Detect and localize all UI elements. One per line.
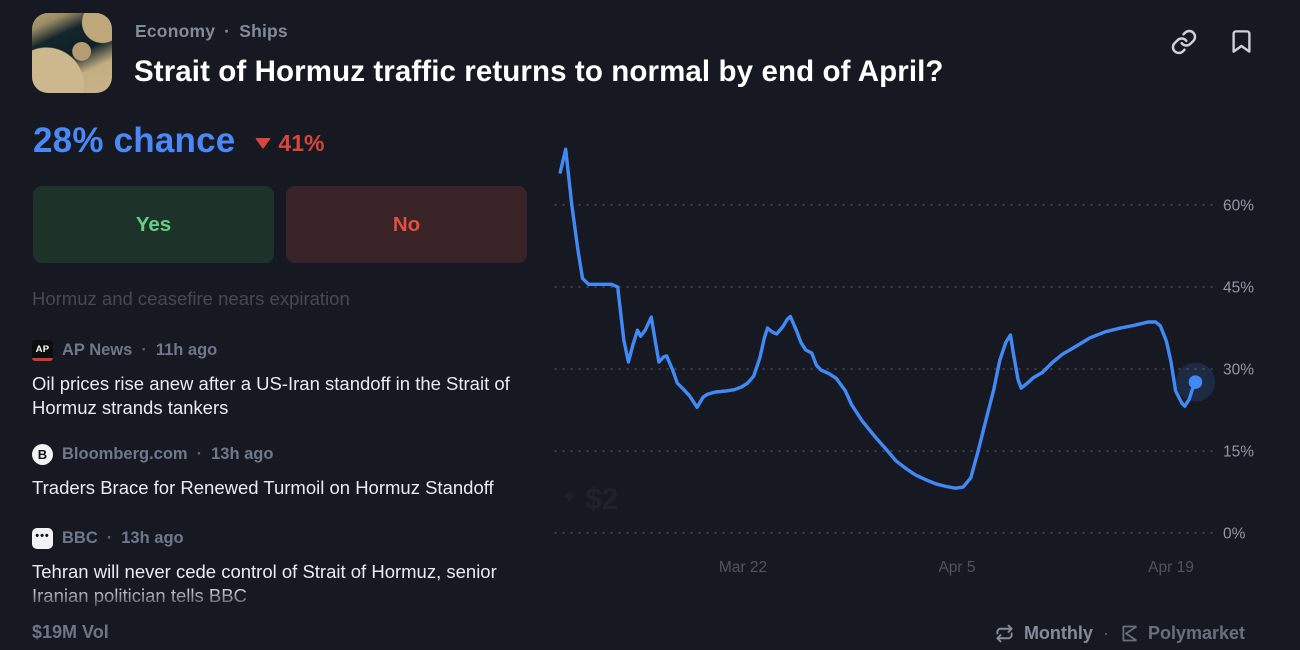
svg-text:Apr 19: Apr 19 (1148, 559, 1194, 576)
yes-button[interactable]: Yes (33, 186, 274, 263)
polymarket-logo-icon (1122, 625, 1137, 642)
news-item: B Bloomberg.com · 13h ago Traders Brace … (32, 444, 547, 500)
faint-watermark: ✦$2 (562, 483, 618, 517)
page-title: Strait of Hormuz traffic returns to norm… (134, 55, 944, 88)
change-indicator: 41% (255, 130, 324, 157)
trade-buttons: Yes No (33, 186, 527, 263)
news-time: 13h ago (121, 529, 184, 547)
repeat-icon (996, 624, 1013, 643)
news-time: 11h ago (155, 341, 218, 359)
breadcrumb: Economy · Ships (135, 21, 288, 42)
svg-text:0%: 0% (1223, 526, 1246, 543)
breadcrumb-category[interactable]: Economy (135, 21, 216, 41)
news-headline-faded[interactable]: Hormuz and ceasefire nears expiration (32, 288, 350, 309)
bookmark-icon[interactable] (1228, 28, 1256, 56)
svg-text:60%: 60% (1223, 197, 1254, 214)
news-source-row: ••• BBC · 13h ago (32, 528, 547, 549)
polymarket-brand: Polymarket (1119, 623, 1245, 644)
svg-text:45%: 45% (1223, 279, 1254, 296)
copy-link-icon[interactable] (1170, 28, 1198, 56)
svg-text:15%: 15% (1223, 443, 1254, 460)
svg-text:Mar 22: Mar 22 (719, 559, 767, 576)
chance-row: 28% chance 41% (33, 121, 324, 161)
ap-news-logo: AP (32, 340, 53, 361)
news-source[interactable]: BBC (62, 529, 98, 547)
news-source[interactable]: Bloomberg.com (62, 445, 188, 463)
bloomberg-logo: B (32, 444, 53, 465)
news-source-row: B Bloomberg.com · 13h ago (32, 444, 547, 465)
news-item: ••• BBC · 13h ago Tehran will never cede… (32, 528, 547, 607)
svg-text:30%: 30% (1223, 361, 1254, 378)
breadcrumb-subcategory[interactable]: Ships (239, 21, 288, 41)
chance-value: 28% chance (33, 121, 236, 160)
chart-interval-label[interactable]: Monthly (1023, 623, 1093, 643)
chart-watermark: Monthly · Polymarket (995, 623, 1245, 644)
probability-chart[interactable]: 0% 15% 30% 45% 60% Mar 22 Apr 5 Apr 19 (540, 130, 1300, 585)
breadcrumb-separator: · (224, 21, 231, 41)
bbc-logo: ••• (32, 528, 53, 549)
news-item: AP AP News · 11h ago Oil prices rise ane… (32, 340, 547, 419)
change-value: 41% (278, 129, 325, 156)
news-headline[interactable]: Tehran will never cede control of Strait… (32, 561, 497, 606)
svg-text:Apr 5: Apr 5 (938, 559, 975, 576)
arrow-down-icon (255, 137, 272, 149)
news-headline[interactable]: Oil prices rise anew after a US-Iran sta… (32, 373, 510, 418)
header-actions (1170, 28, 1256, 56)
volume-label: $19M Vol (32, 622, 109, 642)
no-button[interactable]: No (286, 186, 527, 263)
news-time: 13h ago (211, 445, 274, 463)
sparkle-icon: ✦ (562, 487, 577, 507)
news-source[interactable]: AP News (62, 341, 133, 359)
news-source-row: AP AP News · 11h ago (32, 340, 547, 361)
market-thumbnail (32, 13, 112, 93)
news-headline[interactable]: Traders Brace for Renewed Turmoil on Hor… (32, 477, 494, 498)
